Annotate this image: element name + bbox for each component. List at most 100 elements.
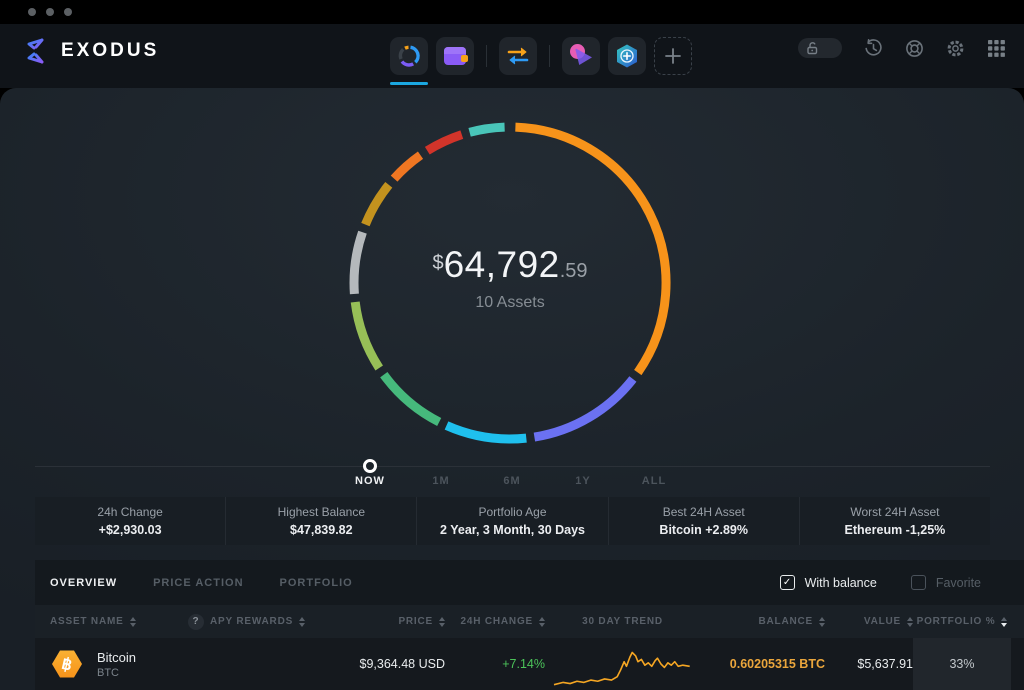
unlock-icon bbox=[807, 42, 818, 55]
stat-label: Portfolio Age bbox=[478, 505, 547, 519]
sort-icon-active bbox=[1001, 616, 1008, 627]
column-header-24h-change[interactable]: 24H CHANGE bbox=[445, 616, 545, 627]
stat-value: $47,839.82 bbox=[290, 523, 353, 537]
stat-value: Bitcoin +2.89% bbox=[659, 523, 748, 537]
sort-icon bbox=[299, 616, 306, 627]
app-header: EXODUS bbox=[0, 24, 1024, 88]
sort-icon bbox=[907, 616, 913, 627]
asset-name: Bitcoin bbox=[97, 649, 137, 665]
wallet-glyph bbox=[444, 47, 468, 65]
tab-price-action[interactable]: PRICE ACTION bbox=[153, 576, 244, 589]
stat-worst-24h-asset: Worst 24H Asset Ethereum -1,25% bbox=[800, 497, 990, 545]
header-right-actions bbox=[798, 38, 1006, 58]
apps-grid-icon[interactable] bbox=[987, 39, 1006, 58]
column-header-portfolio-pct[interactable]: PORTFOLIO % bbox=[913, 616, 1011, 627]
table-row-bitcoin[interactable]: ฿ Bitcoin BTC $9,364.48 USD +7.14% 0.602… bbox=[35, 638, 1024, 690]
column-header-asset-name[interactable]: ASSET NAME bbox=[35, 616, 188, 627]
timeline-now-marker[interactable] bbox=[363, 459, 377, 473]
24h-change-cell: +7.14% bbox=[502, 657, 545, 671]
sort-icon bbox=[539, 616, 545, 627]
main-navigation bbox=[390, 36, 692, 76]
active-nav-underline bbox=[390, 82, 428, 85]
window-titlebar bbox=[0, 0, 1024, 24]
checkbox-label: With balance bbox=[804, 575, 877, 590]
settings-gear-icon[interactable] bbox=[946, 39, 965, 58]
balance-cell: 0.60205315 BTC bbox=[729, 657, 825, 671]
add-asset-hexagon-icon[interactable] bbox=[608, 37, 646, 75]
support-wheel-icon[interactable] bbox=[905, 39, 924, 58]
nav-divider bbox=[486, 45, 487, 67]
asset-ticker: BTC bbox=[97, 666, 119, 679]
stat-value: 2 Year, 3 Month, 30 Days bbox=[440, 523, 585, 537]
add-app-plus-tile[interactable] bbox=[654, 37, 692, 75]
checkbox-box: ✓ bbox=[779, 575, 795, 590]
stat-label: Best 24H Asset bbox=[662, 505, 745, 519]
assets-count: 10 Assets bbox=[475, 294, 545, 311]
window-control-close[interactable] bbox=[28, 8, 36, 16]
total-balance-cents: .59 bbox=[559, 260, 588, 282]
column-header-balance[interactable]: BALANCE bbox=[700, 616, 825, 627]
portfolio-donut-icon[interactable] bbox=[390, 37, 428, 75]
portfolio-stats-row: 24h Change +$2,930.03 Highest Balance $4… bbox=[35, 497, 990, 545]
window-control-minimize[interactable] bbox=[46, 8, 54, 16]
stat-label: Worst 24H Asset bbox=[850, 505, 940, 519]
table-tabs: OVERVIEW PRICE ACTION PORTFOLIO ✓ With b… bbox=[35, 560, 1024, 605]
column-header-value[interactable]: VALUE bbox=[825, 616, 913, 627]
checkbox-label: Favorite bbox=[935, 575, 981, 590]
donut-ring bbox=[349, 122, 671, 444]
mini-donut-icon bbox=[398, 45, 420, 67]
column-header-apy-rewards[interactable]: ? APY REWARDS bbox=[188, 613, 323, 630]
bitcoin-hexagon-icon: ฿ bbox=[52, 650, 82, 678]
timeline-option-now[interactable]: NOW bbox=[355, 475, 385, 487]
total-balance: 64,792 bbox=[443, 244, 560, 285]
exodus-logo-icon bbox=[27, 38, 44, 64]
asset-identity: ฿ Bitcoin BTC bbox=[35, 647, 188, 681]
price-cell: $9,364.48 USD bbox=[359, 657, 445, 671]
timeline-option-all[interactable]: ALL bbox=[641, 475, 667, 487]
currency-symbol: $ bbox=[432, 252, 444, 274]
portfolio-pct-cell: 33% bbox=[913, 638, 1011, 690]
tab-portfolio[interactable]: PORTFOLIO bbox=[279, 576, 353, 589]
stat-highest-balance: Highest Balance $47,839.82 bbox=[226, 497, 418, 545]
portfolio-total: $64,792.59 10 Assets bbox=[340, 113, 680, 453]
with-balance-checkbox[interactable]: ✓ With balance bbox=[779, 575, 877, 590]
timeline-range-selector: NOW 1M 6M 1Y ALL bbox=[0, 475, 1024, 491]
brand-name: EXODUS bbox=[61, 40, 160, 61]
lock-toggle[interactable] bbox=[798, 38, 842, 58]
timeline-option-1y[interactable]: 1Y bbox=[575, 475, 591, 487]
window-control-zoom[interactable] bbox=[64, 8, 72, 16]
timeline-axis bbox=[35, 466, 990, 467]
stat-best-24h-asset: Best 24H Asset Bitcoin +2.89% bbox=[609, 497, 800, 545]
stat-value: +$2,930.03 bbox=[98, 523, 162, 537]
svg-text:฿: ฿ bbox=[60, 656, 74, 675]
apy-help-icon[interactable]: ? bbox=[188, 613, 204, 630]
column-header-price[interactable]: PRICE bbox=[323, 616, 445, 627]
table-filters: ✓ With balance ✓ Favorite bbox=[779, 575, 1009, 590]
favorite-checkbox[interactable]: ✓ Favorite bbox=[910, 575, 981, 590]
exodus-logo: EXODUS bbox=[22, 38, 159, 64]
timeline-option-1m[interactable]: 1M bbox=[432, 475, 450, 487]
stat-label: Highest Balance bbox=[277, 505, 365, 519]
nav-divider bbox=[549, 45, 550, 67]
portfolio-page: $64,792.59 10 Assets NOW 1M 6M 1Y ALL 24… bbox=[0, 88, 1024, 690]
wallet-icon[interactable] bbox=[436, 37, 474, 75]
trend-sparkline bbox=[553, 651, 690, 686]
trend-sparkline-cell bbox=[545, 641, 700, 687]
stat-value: Ethereum -1,25% bbox=[844, 523, 946, 537]
portfolio-donut-chart: $64,792.59 10 Assets bbox=[340, 113, 680, 453]
exchange-icon[interactable] bbox=[499, 37, 537, 75]
plus-icon bbox=[665, 48, 681, 64]
table-header-row: ASSET NAME ? APY REWARDS PRICE 24H CHANG… bbox=[35, 605, 1024, 638]
sort-icon bbox=[439, 616, 445, 627]
assets-table-panel: OVERVIEW PRICE ACTION PORTFOLIO ✓ With b… bbox=[35, 560, 1024, 690]
hexagon-plus-icon bbox=[617, 44, 637, 68]
stat-portfolio-age: Portfolio Age 2 Year, 3 Month, 30 Days bbox=[417, 497, 609, 545]
tab-overview[interactable]: OVERVIEW bbox=[50, 576, 118, 589]
stat-24h-change: 24h Change +$2,930.03 bbox=[35, 497, 227, 545]
column-header-30-day-trend[interactable]: 30 DAY TREND bbox=[582, 616, 663, 627]
profile-icon[interactable] bbox=[562, 37, 600, 75]
history-icon[interactable] bbox=[864, 38, 883, 58]
swap-arrows-icon bbox=[507, 47, 529, 65]
timeline-option-6m[interactable]: 6M bbox=[503, 475, 521, 487]
